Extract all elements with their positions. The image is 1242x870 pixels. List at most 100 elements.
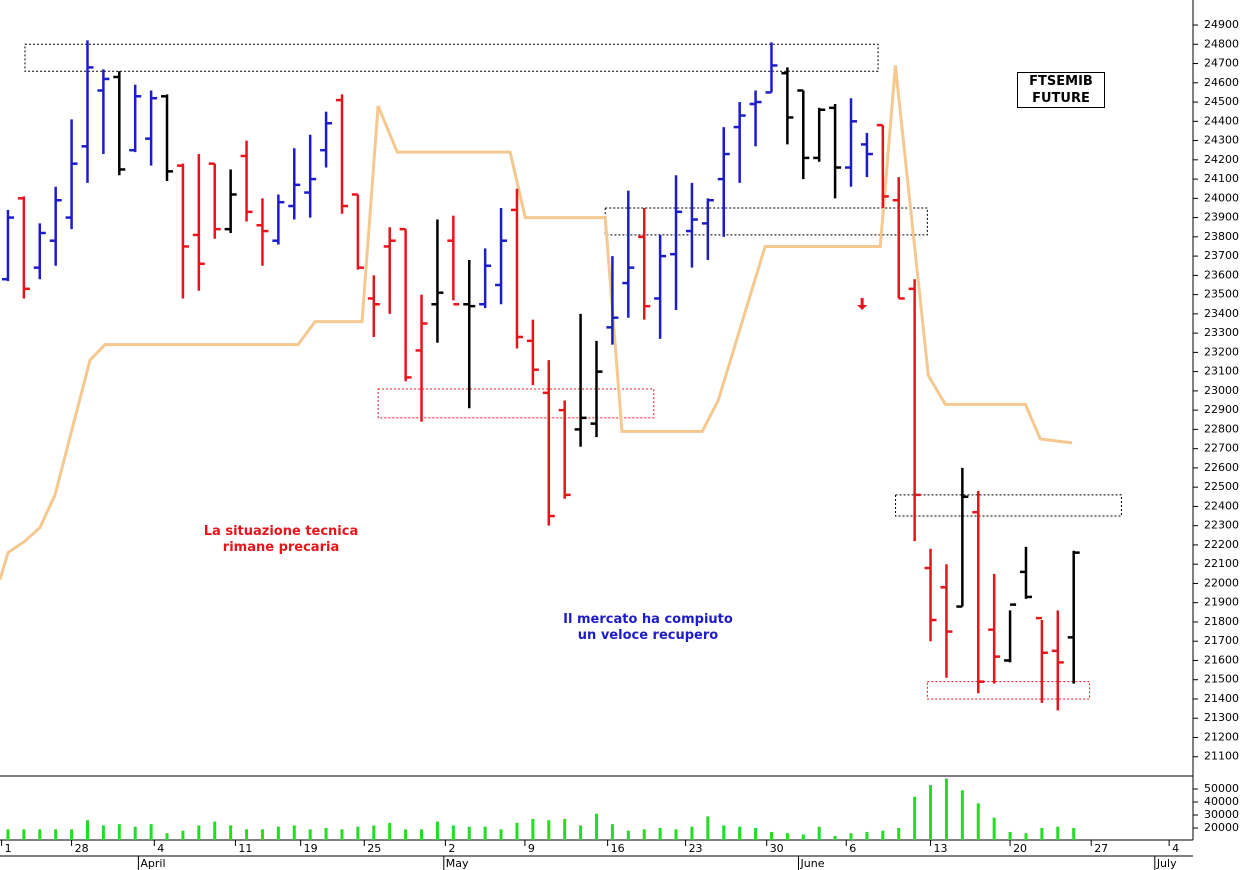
- y-tick-label: 24300: [1204, 134, 1239, 147]
- volume-bar: [992, 817, 996, 840]
- y-tick-label: 22800: [1204, 422, 1239, 435]
- annotation: La situazione tecnica rimane precaria: [203, 524, 359, 555]
- volume-bar: [467, 826, 471, 840]
- volume-bar: [595, 813, 598, 840]
- x-tick-label: 1: [5, 842, 12, 855]
- volume-bar: [849, 833, 853, 840]
- y-tick-label: 24000: [1204, 191, 1239, 204]
- volume-bar: [6, 829, 10, 840]
- volume-bar: [372, 825, 376, 840]
- volume-bar: [260, 829, 264, 840]
- month-label: May: [446, 857, 469, 870]
- volume-bar: [722, 825, 726, 840]
- volume-bar: [420, 829, 424, 840]
- x-tick-label: 2: [448, 842, 455, 855]
- y-tick-label: 23400: [1204, 307, 1239, 320]
- y-tick-label: 21400: [1204, 692, 1239, 705]
- volume-bar: [388, 822, 392, 840]
- annotation: Il mercato ha compiuto un veloce recuper…: [563, 612, 733, 643]
- volume-bar: [213, 821, 217, 840]
- y-tick-label: 21300: [1204, 711, 1239, 724]
- y-tick-label: 24800: [1204, 37, 1239, 50]
- volume-tick-label: 20000: [1204, 821, 1239, 834]
- y-tick-label: 23000: [1204, 384, 1239, 397]
- y-tick-label: 21100: [1204, 750, 1239, 763]
- volume-bar: [85, 820, 89, 840]
- volume-bar: [976, 803, 980, 840]
- volume-bar: [54, 829, 58, 840]
- volume-bar: [229, 825, 233, 840]
- volume-bar: [38, 829, 42, 840]
- y-tick-label: 24200: [1204, 153, 1239, 166]
- y-tick-label: 23900: [1204, 211, 1239, 224]
- x-tick-label: 27: [1094, 842, 1108, 855]
- y-tick-label: 23600: [1204, 268, 1239, 281]
- x-tick-label: 25: [367, 842, 381, 855]
- x-tick-label: 4: [1172, 842, 1179, 855]
- y-tick-label: 22600: [1204, 461, 1239, 474]
- volume-bar: [642, 829, 646, 840]
- zone: [895, 494, 1122, 517]
- volume-tick-label: 30000: [1204, 808, 1239, 821]
- arrow: [857, 298, 868, 311]
- volume-bar: [276, 826, 280, 840]
- volume-bar: [960, 790, 964, 840]
- volume-bar: [801, 834, 805, 840]
- chart-title: FTSEMIB FUTURE: [1017, 72, 1105, 108]
- volume-bar: [197, 825, 201, 840]
- y-tick-label: 23700: [1204, 249, 1239, 262]
- volume-bar: [515, 822, 519, 840]
- volume-bar: [404, 829, 408, 840]
- volume-bar: [658, 828, 662, 840]
- y-tick-label: 24500: [1204, 95, 1239, 108]
- y-tick-label: 21800: [1204, 615, 1239, 628]
- y-tick-label: 22700: [1204, 442, 1239, 455]
- volume-bar: [913, 796, 917, 840]
- month-label: April: [140, 857, 165, 870]
- volume-bar: [133, 826, 137, 840]
- volume-bar: [1056, 826, 1060, 840]
- volume-tick-label: 40000: [1204, 795, 1239, 808]
- volume-bar: [181, 830, 185, 840]
- x-tick-label: 11: [238, 842, 252, 855]
- y-tick-label: 24600: [1204, 76, 1239, 89]
- volume-bar: [690, 826, 694, 840]
- y-tick-label: 22100: [1204, 557, 1239, 570]
- volume-bar: [547, 820, 551, 840]
- volume-bar: [165, 833, 169, 840]
- volume-bar: [117, 824, 121, 840]
- volume-bar: [531, 818, 535, 840]
- volume-bar: [1040, 828, 1044, 840]
- volume-bar: [1024, 833, 1028, 840]
- volume-bar: [340, 829, 344, 840]
- x-tick-label: 16: [611, 842, 625, 855]
- y-tick-label: 22400: [1204, 499, 1239, 512]
- volume-bar: [101, 825, 105, 840]
- volume-bar: [897, 828, 901, 840]
- volume-bar: [610, 824, 614, 840]
- volume-bar: [499, 829, 503, 840]
- volume-bar: [706, 816, 710, 840]
- volume-bar: [245, 829, 249, 840]
- x-tick-label: 4: [157, 842, 164, 855]
- y-tick-label: 22500: [1204, 480, 1239, 493]
- volume-bar: [929, 785, 933, 840]
- volume-bar: [833, 835, 837, 840]
- y-tick-label: 22900: [1204, 403, 1239, 416]
- y-tick-label: 23200: [1204, 345, 1239, 358]
- y-tick-label: 24700: [1204, 57, 1239, 70]
- volume-bar: [738, 826, 742, 840]
- y-tick-label: 21900: [1204, 596, 1239, 609]
- y-tick-label: 24900: [1204, 18, 1239, 31]
- volume-bar: [70, 829, 74, 840]
- volume-bar: [579, 825, 583, 840]
- x-tick-label: 30: [770, 842, 784, 855]
- volume-bar: [674, 829, 678, 840]
- volume-bar: [881, 830, 885, 840]
- x-tick-label: 9: [528, 842, 535, 855]
- y-tick-label: 23100: [1204, 365, 1239, 378]
- volume-bar: [865, 831, 869, 840]
- volume-bar: [292, 825, 296, 840]
- month-label: June: [800, 857, 825, 870]
